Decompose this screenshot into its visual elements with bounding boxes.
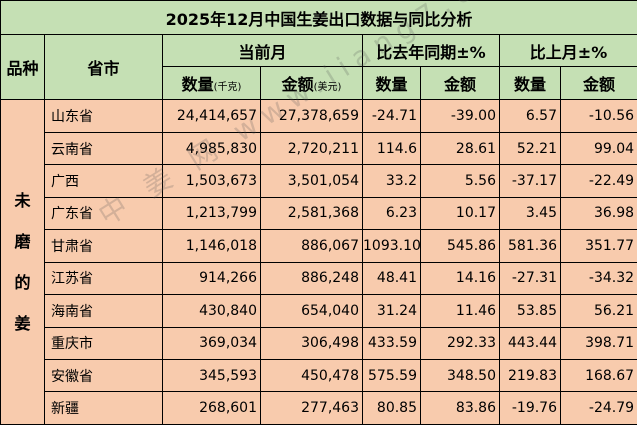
header-mom-qty: 数量: [499, 65, 561, 101]
cell-qty: 1,503,673: [162, 164, 261, 198]
cell-qty: 345,593: [162, 359, 261, 393]
province-cell: 山东省: [44, 99, 163, 133]
cell-yoy-amt: -39.00: [420, 99, 500, 133]
province-cell: 新疆: [44, 391, 163, 425]
header-mom-amt: 金额: [559, 65, 637, 101]
cell-mom-qty: -27.31: [499, 261, 561, 296]
cell-amt: 886,248: [260, 261, 363, 296]
cell-mom-amt: -10.56: [559, 99, 637, 133]
table-row: 重庆市 369,034 306,498 433.59 292.33 443.44 398.7…: [1, 326, 637, 361]
table-row: 安徽省 345,593 450,478 575.59 348.50 219.83 168.6…: [1, 359, 637, 393]
table-row: 云南省 4,985,830 2,720,211 114.6 28.61 52.21 99.0…: [1, 131, 637, 166]
cell-mom-qty: 53.85: [499, 294, 561, 328]
category-cell: 未磨的姜: [0, 99, 45, 425]
cell-mom-amt: 351.77: [559, 229, 637, 263]
header-province: 省市: [44, 34, 163, 101]
cell-amt: 27,378,659: [260, 99, 363, 133]
cell-mom-qty: 581.36: [499, 229, 561, 263]
cell-qty: 914,266: [162, 261, 261, 296]
header-current-amt: 金额(美元): [260, 65, 363, 101]
province-cell: 重庆市: [44, 326, 163, 361]
cell-yoy-qty: 31.24: [362, 294, 421, 328]
cell-mom-qty: 443.44: [499, 326, 561, 361]
cell-mom-amt: 398.71: [559, 326, 637, 361]
cell-yoy-amt: 28.61: [420, 131, 500, 166]
header-yoy-amt: 金额: [420, 65, 500, 101]
cell-amt: 2,720,211: [260, 131, 363, 166]
cell-mom-qty: 52.21: [499, 131, 561, 166]
province-cell: 安徽省: [44, 359, 163, 393]
header-yoy: 比去年同期±%: [362, 34, 500, 67]
table-row: 广西 1,503,673 3,501,054 33.2 5.56 -37.17 -22.49: [1, 164, 637, 198]
cell-yoy-amt: 348.50: [420, 359, 500, 393]
province-cell: 广西: [44, 164, 163, 198]
cell-yoy-qty: 433.59: [362, 326, 421, 361]
province-cell: 云南省: [44, 131, 163, 166]
category-char: 姜: [14, 314, 31, 334]
cell-yoy-amt: 83.86: [420, 391, 500, 425]
header-current-qty: 数量(千克): [162, 65, 261, 101]
cell-qty: 430,840: [162, 294, 261, 328]
cell-mom-qty: -19.76: [499, 391, 561, 425]
cell-qty: 1,213,799: [162, 196, 261, 231]
cell-yoy-qty: -24.71: [362, 99, 421, 133]
cell-yoy-amt: 11.46: [420, 294, 500, 328]
cell-yoy-amt: 545.86: [420, 229, 500, 263]
table-title: 2025年12月中国生姜出口数据与同比分析: [0, 0, 637, 36]
cell-qty: 4,985,830: [162, 131, 261, 166]
cell-amt: 654,040: [260, 294, 363, 328]
cell-qty: 369,034: [162, 326, 261, 361]
cell-yoy-qty: 6.23: [362, 196, 421, 231]
cell-yoy-qty: 33.2: [362, 164, 421, 198]
header-mom: 比上月±%: [498, 34, 637, 67]
cell-yoy-amt: 14.16: [420, 261, 500, 296]
cell-yoy-amt: 292.33: [420, 326, 500, 361]
category-char: 磨: [14, 232, 31, 252]
cell-qty: 1,146,018: [162, 229, 261, 263]
cell-yoy-qty: 1093.10: [362, 229, 421, 263]
cell-mom-qty: -37.17: [499, 164, 561, 198]
table-row: 广东省 1,213,799 2,581,368 6.23 10.17 3.45 36.98: [1, 196, 637, 231]
province-cell: 江苏省: [44, 261, 163, 296]
category-char: 未: [14, 191, 31, 211]
cell-yoy-qty: 575.59: [362, 359, 421, 393]
table-row: 江苏省 914,266 886,248 48.41 14.16 -27.31 -34.32: [1, 261, 637, 296]
cell-mom-amt: 99.04: [559, 131, 637, 166]
cell-yoy-qty: 48.41: [362, 261, 421, 296]
province-cell: 海南省: [44, 294, 163, 328]
cell-amt: 306,498: [260, 326, 363, 361]
cell-amt: 886,067: [260, 229, 363, 263]
table-row: 新疆 268,601 277,463 80.85 83.86 -19.76 -24.79: [1, 391, 637, 425]
cell-qty: 268,601: [162, 391, 261, 425]
cell-mom-qty: 219.83: [499, 359, 561, 393]
cell-mom-amt: 56.21: [559, 294, 637, 328]
cell-mom-qty: 6.57: [499, 99, 561, 133]
header-pinzhong: 品种: [0, 34, 45, 101]
header-yoy-qty: 数量: [362, 65, 421, 101]
cell-qty: 24,414,657: [162, 99, 261, 133]
cell-mom-qty: 3.45: [499, 196, 561, 231]
cell-mom-amt: -22.49: [559, 164, 637, 198]
cell-yoy-qty: 80.85: [362, 391, 421, 425]
cell-yoy-amt: 10.17: [420, 196, 500, 231]
cell-yoy-qty: 114.6: [362, 131, 421, 166]
cell-mom-amt: -34.32: [559, 261, 637, 296]
cell-amt: 277,463: [260, 391, 363, 425]
cell-mom-amt: 36.98: [559, 196, 637, 231]
cell-amt: 3,501,054: [260, 164, 363, 198]
header-current-month: 当前月: [162, 34, 363, 67]
cell-amt: 2,581,368: [260, 196, 363, 231]
category-char: 的: [14, 273, 31, 293]
table-row: 未磨的姜山东省 24,414,657 27,378,659 -24.71 -39.00 6…: [0, 99, 637, 425]
cell-mom-amt: 168.67: [559, 359, 637, 393]
cell-amt: 450,478: [260, 359, 363, 393]
cell-yoy-amt: 5.56: [420, 164, 500, 198]
table-row: 海南省 430,840 654,040 31.24 11.46 53.85 56.21: [1, 294, 637, 328]
cell-mom-amt: -24.79: [559, 391, 637, 425]
province-cell: 广东省: [44, 196, 163, 231]
table-row: 甘肃省 1,146,018 886,067 1093.10 545.86 581.36 35…: [1, 229, 637, 263]
province-cell: 甘肃省: [44, 229, 163, 263]
